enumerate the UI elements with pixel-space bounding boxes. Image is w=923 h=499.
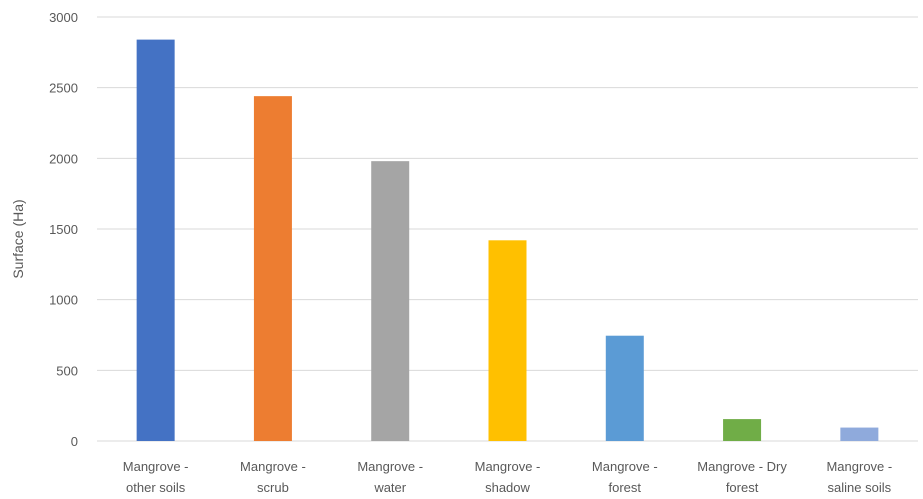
y-tick-label: 0: [71, 434, 78, 449]
x-axis-ticks: Mangrove -other soils Mangrove -scrub Mang…: [123, 459, 892, 495]
y-tick-label: 2500: [49, 81, 78, 96]
y-tick-label: 2000: [49, 151, 78, 166]
x-tick-label: Mangrove -water: [357, 459, 423, 495]
bars: [137, 40, 879, 441]
x-tick-label: Mangrove -scrub: [240, 459, 306, 495]
x-tick-label: Mangrove -saline soils: [826, 459, 892, 495]
bar: [137, 40, 175, 441]
x-tick-label: Mangrove - Dry forest: [697, 459, 787, 495]
x-tick-label: Mangrove -shadow: [475, 459, 541, 495]
bar: [254, 96, 292, 441]
y-tick-label: 3000: [49, 10, 78, 25]
y-tick-label: 1500: [49, 222, 78, 237]
bar: [371, 161, 409, 441]
bar: [606, 336, 644, 441]
x-tick-label: Mangrove -other soils: [123, 459, 189, 495]
y-axis-ticks: 0 500 1000 1500 2000 2500 3000: [49, 10, 78, 449]
y-axis-title: Surface (Ha): [10, 199, 26, 278]
y-tick-label: 1000: [49, 293, 78, 308]
bar: [840, 428, 878, 441]
y-tick-label: 500: [56, 363, 78, 378]
x-tick-label: Mangrove -forest: [592, 459, 658, 495]
bar: [489, 240, 527, 441]
bar: [723, 419, 761, 441]
